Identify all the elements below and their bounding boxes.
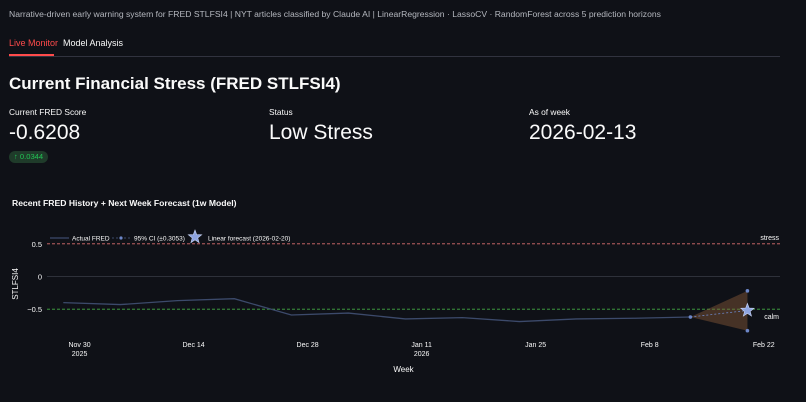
legend-label-forecast: Linear forecast (2026-02-20) [208, 236, 290, 243]
x-tick-year-label: 2025 [72, 351, 88, 358]
actual-fred-line [63, 298, 691, 323]
active-tab-indicator [9, 54, 54, 56]
legend-label-ci: 95% CI (±0.3053) [134, 236, 185, 243]
legend-label-actual: Actual FRED [72, 236, 110, 243]
y-tick-label: 0.5 [32, 240, 42, 249]
tab-model-analysis[interactable]: Model Analysis [63, 38, 124, 48]
forecast-star-marker [739, 302, 755, 317]
metric-label-as-of-week: As of week [529, 107, 570, 117]
metric-value-fred-score: -0.6208 [9, 121, 81, 144]
x-tick-label: Jan 11 [411, 342, 432, 349]
x-tick-label: Nov 30 [68, 342, 90, 349]
metric-label-fred-score: Current FRED Score [9, 107, 87, 117]
last-actual-point [688, 315, 693, 319]
ci-upper-point [745, 289, 750, 293]
threshold-label-stress: stress [760, 235, 779, 242]
forecast-connector [690, 310, 748, 318]
ci-lower-point [745, 328, 750, 333]
forecast-ci-band [690, 290, 748, 331]
metric-delta-badge: ↑ 0.0344 [9, 151, 49, 163]
y-tick-label: −0.5 [27, 305, 42, 314]
legend-swatch-forecast [187, 229, 203, 244]
x-tick-label: Feb 22 [753, 342, 775, 349]
x-tick-label: Dec 28 [297, 342, 319, 349]
legend-swatch-ci-dot [119, 236, 123, 240]
y-axis-label: STLFSI4 [11, 268, 20, 300]
metric-value-status: Low Stress [269, 121, 373, 144]
tab-bar: Live Monitor Model Analysis [9, 34, 780, 57]
metric-value-as-of-week: 2026-02-13 [529, 121, 637, 144]
page-title: Current Financial Stress (FRED STLFSI4) [9, 74, 341, 93]
threshold-label-calm: calm [764, 314, 779, 321]
tab-live-monitor[interactable]: Live Monitor [9, 38, 59, 48]
y-tick-label: 0 [38, 272, 42, 281]
chart-title: Recent FRED History + Next Week Forecast… [12, 198, 237, 208]
x-tick-label: Dec 14 [183, 342, 205, 349]
x-tick-label: Feb 8 [641, 342, 659, 349]
app-caption: Narrative-driven early warning system fo… [9, 9, 661, 19]
metric-label-status: Status [269, 107, 293, 117]
x-tick-year-label: 2026 [414, 351, 430, 358]
x-tick-label: Jan 25 [525, 342, 546, 349]
x-axis-label: Week [393, 365, 414, 374]
